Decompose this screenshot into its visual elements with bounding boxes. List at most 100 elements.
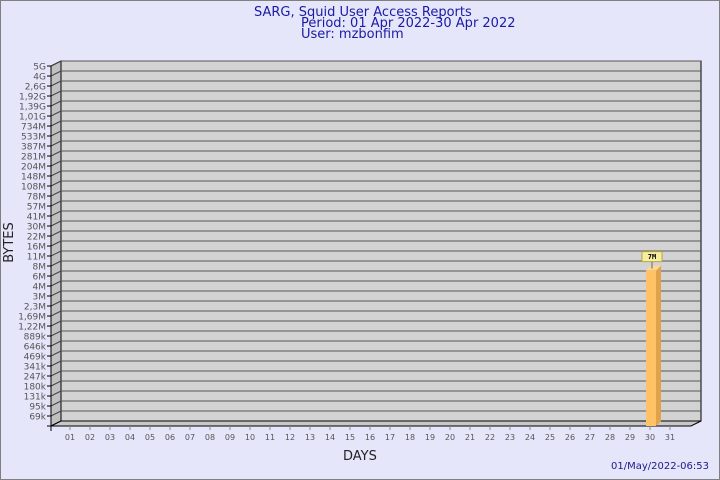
y-tick-label: 16M (27, 243, 46, 253)
grid-line-side (50, 100, 62, 107)
x-tick-label: 15 (345, 433, 355, 442)
x-tick-label: 22 (485, 433, 495, 442)
x-tick-label: 07 (185, 433, 195, 442)
grid-line-side (50, 310, 62, 317)
y-tick-label: 281M (21, 153, 46, 163)
x-tick-label: 04 (125, 433, 135, 442)
bar (646, 270, 656, 426)
y-tick-label: 2,6G (25, 83, 46, 93)
y-tick-label: 341k (24, 363, 47, 373)
x-tick-label: 03 (105, 433, 115, 442)
grid-line-side (50, 400, 62, 407)
x-tick-label: 26 (565, 433, 575, 442)
x-tick-label: 12 (285, 433, 295, 442)
grid-line-side (50, 370, 62, 377)
y-tick-label: 148M (21, 173, 46, 183)
x-tick-label: 11 (265, 433, 275, 442)
bar-top (646, 265, 661, 271)
y-tick-label: 889k (24, 333, 47, 343)
grid-line-side (50, 290, 62, 297)
y-tick-label: 22M (27, 233, 46, 243)
y-axis-label: BYTES (1, 222, 17, 263)
y-tick-label: 131k (24, 393, 47, 403)
chart-title: SARG, Squid User Access Reports (254, 5, 472, 20)
grid-line-side (50, 330, 62, 337)
grid-line-side (50, 300, 62, 307)
y-tick-label: 646k (24, 343, 47, 353)
data-label-box (641, 251, 663, 263)
y-tick-label: 108M (21, 183, 46, 193)
grid-line-side (50, 210, 62, 217)
grid-line-side (50, 130, 62, 137)
grid-line-side (50, 60, 62, 67)
grid-line-side (50, 70, 62, 77)
y-tick-label: 78M (27, 193, 46, 203)
y-tick-label: 3M (33, 293, 47, 303)
grid-line-side (50, 160, 62, 167)
grid-line-side (50, 200, 62, 207)
grid-line-side (50, 110, 62, 117)
y-tick-label: 57M (27, 203, 46, 213)
grid-line-side (50, 220, 62, 227)
x-tick-label: 02 (85, 433, 95, 442)
grid-line-side (50, 140, 62, 147)
x-tick-label: 06 (165, 433, 175, 442)
y-tick-label: 4M (33, 283, 47, 293)
grid-line-side (50, 180, 62, 187)
y-tick-label: 1,01G (19, 113, 46, 123)
grid-line-side (50, 350, 62, 357)
y-tick-label: 41M (27, 213, 46, 223)
grid-line-side (50, 360, 62, 367)
x-tick-label: 19 (425, 433, 435, 442)
grid-line-side (50, 240, 62, 247)
y-tick-label: 469k (24, 353, 47, 363)
x-tick-label: 08 (205, 433, 215, 442)
y-tick-label: 1,69M (18, 313, 46, 323)
grid-line-side (50, 190, 62, 197)
y-tick-label: 69k (29, 413, 46, 423)
grid-line-side (50, 120, 62, 127)
x-axis-label: DAYS (343, 449, 377, 464)
x-tick-label: 25 (545, 433, 555, 442)
y-tick-label: 11M (27, 253, 46, 263)
x-tick-label: 27 (585, 433, 595, 442)
grid-line-side (50, 280, 62, 287)
y-tick-label: 1,22M (18, 323, 46, 333)
x-tick-label: 21 (465, 433, 475, 442)
y-tick-label: 387M (21, 143, 46, 153)
x-tick-label: 17 (385, 433, 395, 442)
grid-line-side (50, 150, 62, 157)
x-tick-label: 10 (245, 433, 255, 442)
chart-user: User: mzbonfim (301, 27, 404, 42)
y-tick-label: 8M (33, 263, 47, 273)
y-tick-label: 2,3M (24, 303, 46, 313)
x-tick-label: 24 (525, 433, 535, 442)
x-tick-label: 28 (605, 433, 615, 442)
generated-date: 01/May/2022-06:53 (610, 461, 709, 472)
x-tick-label: 16 (365, 433, 375, 442)
chart-period: Period: 01 Apr 2022-30 Apr 2022 (301, 16, 516, 31)
y-tick-label: 4G (33, 73, 46, 83)
data-label: 7M (648, 253, 656, 261)
x-tick-label: 05 (145, 433, 155, 442)
x-tick-label: 01 (65, 433, 75, 442)
plot-floor (50, 420, 702, 427)
y-tick-label: 204M (21, 163, 46, 173)
x-tick-label: 09 (225, 433, 235, 442)
y-tick-label: 247k (24, 373, 47, 383)
grid-line-side (50, 170, 62, 177)
x-tick-label: 14 (325, 433, 335, 442)
grid-line-side (50, 410, 62, 417)
y-tick-label: 5G (33, 63, 46, 73)
grid-line-side (50, 230, 62, 237)
grid-line-side (50, 90, 62, 97)
x-tick-label: 29 (625, 433, 635, 442)
y-tick-label: 30M (27, 223, 46, 233)
bar-side (656, 265, 661, 426)
grid-line-side (50, 320, 62, 327)
y-tick-label: 180k (24, 383, 47, 393)
grid-line-side (50, 340, 62, 347)
y-tick-label: 6M (33, 273, 47, 283)
